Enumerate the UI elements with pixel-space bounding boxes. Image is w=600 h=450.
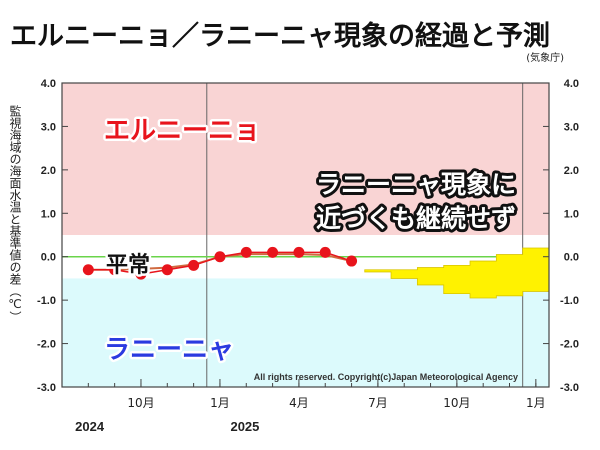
y-tick-label-right: -3.0	[560, 382, 579, 394]
la-nina-label: ラニーニャ	[104, 335, 234, 365]
plot-frame	[61, 82, 550, 388]
normal-label: 平常	[106, 252, 150, 278]
annotation-text: ラニーニャ現象に	[316, 170, 516, 199]
y-tick-label-left: -3.0	[37, 382, 56, 394]
y-tick-label-right: 0.0	[564, 252, 579, 264]
observed-series	[82, 246, 358, 280]
forecast-range	[364, 247, 550, 299]
la-nina-label-outline: ラニーニャ	[104, 335, 234, 365]
y-tick-label-right: 4.0	[564, 78, 579, 90]
observed-point	[109, 264, 121, 276]
y-tick-label-left: 0.0	[41, 252, 56, 264]
year-label: 2024	[75, 419, 105, 434]
y-tick-label-left: 3.0	[41, 121, 56, 133]
y-tick-label-right: -1.0	[560, 295, 579, 307]
annotations: エルニーニョエルニーニョラニーニャラニーニャ平常平常ラニーニャ現象にラニーニャ現…	[102, 114, 520, 383]
observed-point	[346, 255, 358, 267]
grid-lines	[62, 83, 549, 387]
axes: 4.0 4.0 3.0 3.0 2.0 2.0 1.0 1.0 0.0 0.0 -1.0 -1.0 -2…	[37, 78, 579, 434]
annotation-text: 近づくも継続せず	[316, 204, 516, 233]
y-tick-label-right: 2.0	[564, 165, 579, 177]
y-tick-label-left: 4.0	[41, 78, 56, 90]
x-tick-label: 10月	[127, 396, 154, 410]
el-nino-label-outline: エルニーニョ	[104, 116, 260, 146]
la-nina-region	[62, 278, 549, 387]
y-tick-label-right: 1.0	[564, 208, 579, 220]
el-nino-label: エルニーニョ	[104, 116, 260, 146]
observed-point	[267, 246, 279, 258]
observed-point	[82, 264, 94, 276]
y-tick-label-left: -2.0	[37, 339, 56, 351]
el-nino-region	[62, 83, 549, 235]
source-label: (気象庁)	[526, 53, 564, 64]
forecast-box	[364, 247, 550, 299]
x-tick-label: 1月	[210, 396, 230, 410]
y-tick-label-right: 3.0	[564, 121, 579, 133]
x-tick-label: 7月	[368, 396, 388, 410]
y-tick-label-left: 1.0	[41, 208, 56, 220]
observed-point	[319, 246, 331, 258]
observed-point	[293, 246, 305, 258]
background-regions	[62, 83, 549, 387]
y-axis-label: 監視海域の海面水温と基準値の差（℃）	[8, 105, 22, 323]
x-tick-label: 10月	[443, 396, 470, 410]
x-tick-label: 1月	[526, 396, 546, 410]
year-label: 2025	[230, 419, 259, 434]
annotation-outline: 近づくも継続せず	[316, 204, 516, 233]
y-tick-label-left: -1.0	[37, 295, 56, 307]
chart-title: エルニーニョ／ラニーニャ現象の経過と予測	[10, 21, 550, 52]
observed-point	[135, 268, 147, 280]
annotation-outline: ラニーニャ現象に	[316, 170, 516, 199]
observed-point	[240, 246, 252, 258]
observed-point	[214, 251, 226, 263]
copyright-text: All rights reserved. Copyright(c)Japan M…	[254, 372, 518, 382]
observed-point	[188, 259, 200, 271]
observed-point	[161, 264, 173, 276]
x-tick-label: 4月	[289, 396, 309, 410]
y-tick-label-left: 2.0	[41, 165, 56, 177]
normal-label-outline: 平常	[106, 252, 150, 278]
y-tick-label-right: -2.0	[560, 339, 579, 351]
